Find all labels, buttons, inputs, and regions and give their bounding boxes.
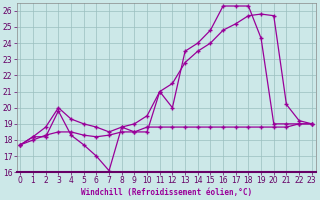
X-axis label: Windchill (Refroidissement éolien,°C): Windchill (Refroidissement éolien,°C) [81,188,252,197]
